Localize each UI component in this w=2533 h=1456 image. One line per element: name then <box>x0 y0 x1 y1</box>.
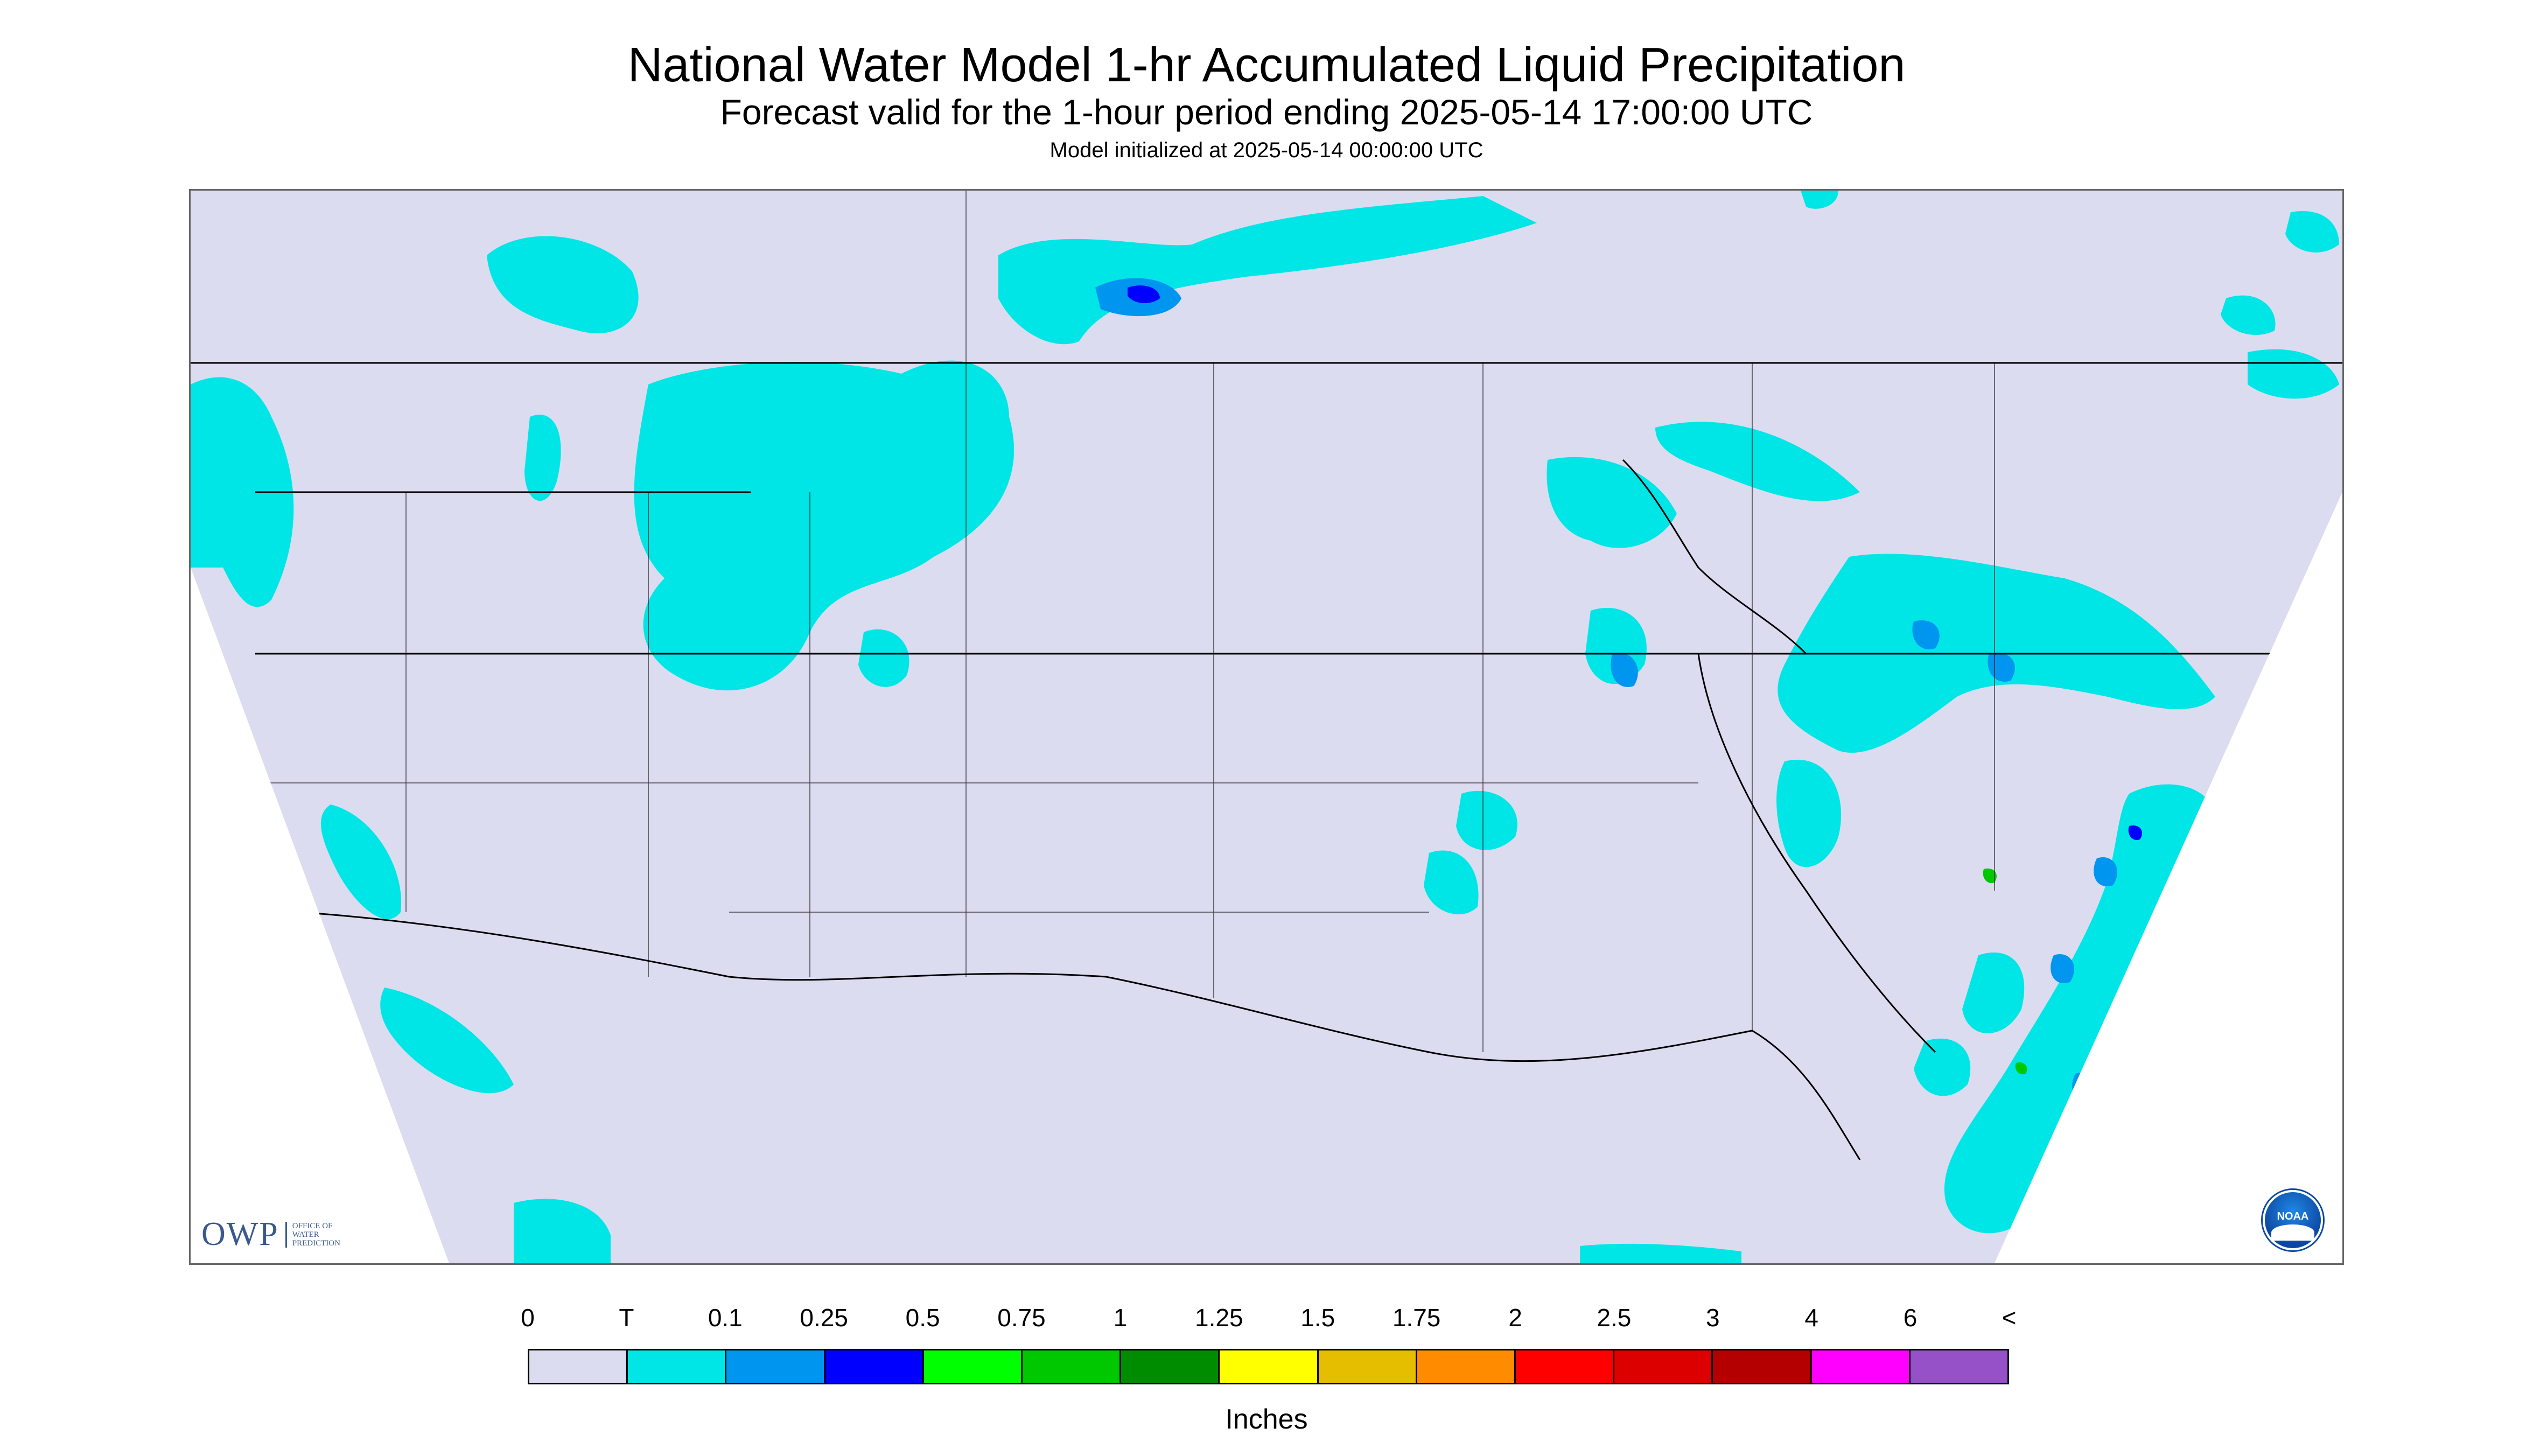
legend-label: 1.25 <box>1195 1304 1243 1332</box>
legend-label: 3 <box>1706 1304 1720 1332</box>
owp-logo-text-line: WATER <box>292 1230 319 1239</box>
owp-logo-mark: OWP <box>201 1216 279 1252</box>
precipitation-map[interactable]: OWP OFFICE OF WATER PREDICTION NOAA <box>189 189 2344 1265</box>
legend-swatch <box>1910 1350 2008 1383</box>
legend-label: 0.5 <box>905 1304 940 1332</box>
legend-label: 1 <box>1113 1304 1128 1332</box>
legend-label: 6 <box>1903 1304 1918 1332</box>
legend-label: 4 <box>1804 1304 1818 1332</box>
legend-label: 0.25 <box>800 1304 848 1332</box>
legend-swatch <box>1516 1350 1615 1383</box>
legend-swatch <box>1318 1350 1417 1383</box>
legend-swatch <box>1023 1350 1122 1383</box>
forecast-valid-subtitle: Forecast valid for the 1-hour period end… <box>720 92 1813 132</box>
legend-swatch <box>1713 1350 1812 1383</box>
out-of-domain-right <box>1995 492 2342 1263</box>
legend-label: 0 <box>521 1304 535 1332</box>
noaa-logo-text: NOAA <box>2277 1210 2309 1222</box>
owp-logo: OWP OFFICE OF WATER PREDICTION <box>201 1215 340 1254</box>
legend-units: Inches <box>1225 1404 1308 1435</box>
legend-swatch <box>1220 1350 1319 1383</box>
legend-label: 1.5 <box>1300 1304 1335 1332</box>
precip-light <box>191 191 2339 1263</box>
legend-label: 2 <box>1508 1304 1522 1332</box>
legend-swatch <box>923 1350 1023 1383</box>
owp-logo-text: OFFICE OF WATER PREDICTION <box>285 1221 340 1248</box>
legend-swatch <box>1614 1350 1713 1383</box>
precip-extreme <box>1983 869 2027 1075</box>
map-borders <box>191 362 2342 1160</box>
legend-labels: 0 T 0.1 0.25 0.5 0.75 1 1.25 1.5 1.75 2 2.5 3 4 6 < <box>0 1303 2533 1335</box>
noaa-gull-icon <box>2271 1224 2314 1241</box>
legend-swatch <box>1417 1350 1516 1383</box>
noaa-logo: NOAA <box>2263 1190 2323 1250</box>
owp-logo-text-line: OFFICE OF <box>292 1221 333 1230</box>
legend-swatch <box>726 1350 825 1383</box>
map-title: National Water Model 1-hr Accumulated Li… <box>627 38 1906 92</box>
legend-label: 2.5 <box>1597 1304 1632 1332</box>
legend-swatch <box>1811 1350 1911 1383</box>
legend-label: 1.75 <box>1392 1304 1441 1332</box>
model-init-caption: Model initialized at 2025-05-14 00:00:00… <box>1049 138 1484 162</box>
legend-swatch <box>529 1350 628 1383</box>
legend-label: 0.1 <box>708 1304 743 1332</box>
legend-swatch <box>825 1350 924 1383</box>
owp-logo-text-line: PREDICTION <box>292 1238 340 1248</box>
state-borders <box>191 191 1995 1052</box>
legend-label: T <box>619 1304 634 1332</box>
legend-swatch <box>1121 1350 1220 1383</box>
legend-colorbar <box>528 1349 2009 1384</box>
legend-swatch <box>628 1350 727 1383</box>
out-of-domain-left <box>191 568 449 1263</box>
map-canvas <box>191 191 2342 1263</box>
legend-label: < <box>2002 1304 2017 1332</box>
legend-label: 0.75 <box>997 1304 1046 1332</box>
precip-heavy <box>1128 285 2142 840</box>
